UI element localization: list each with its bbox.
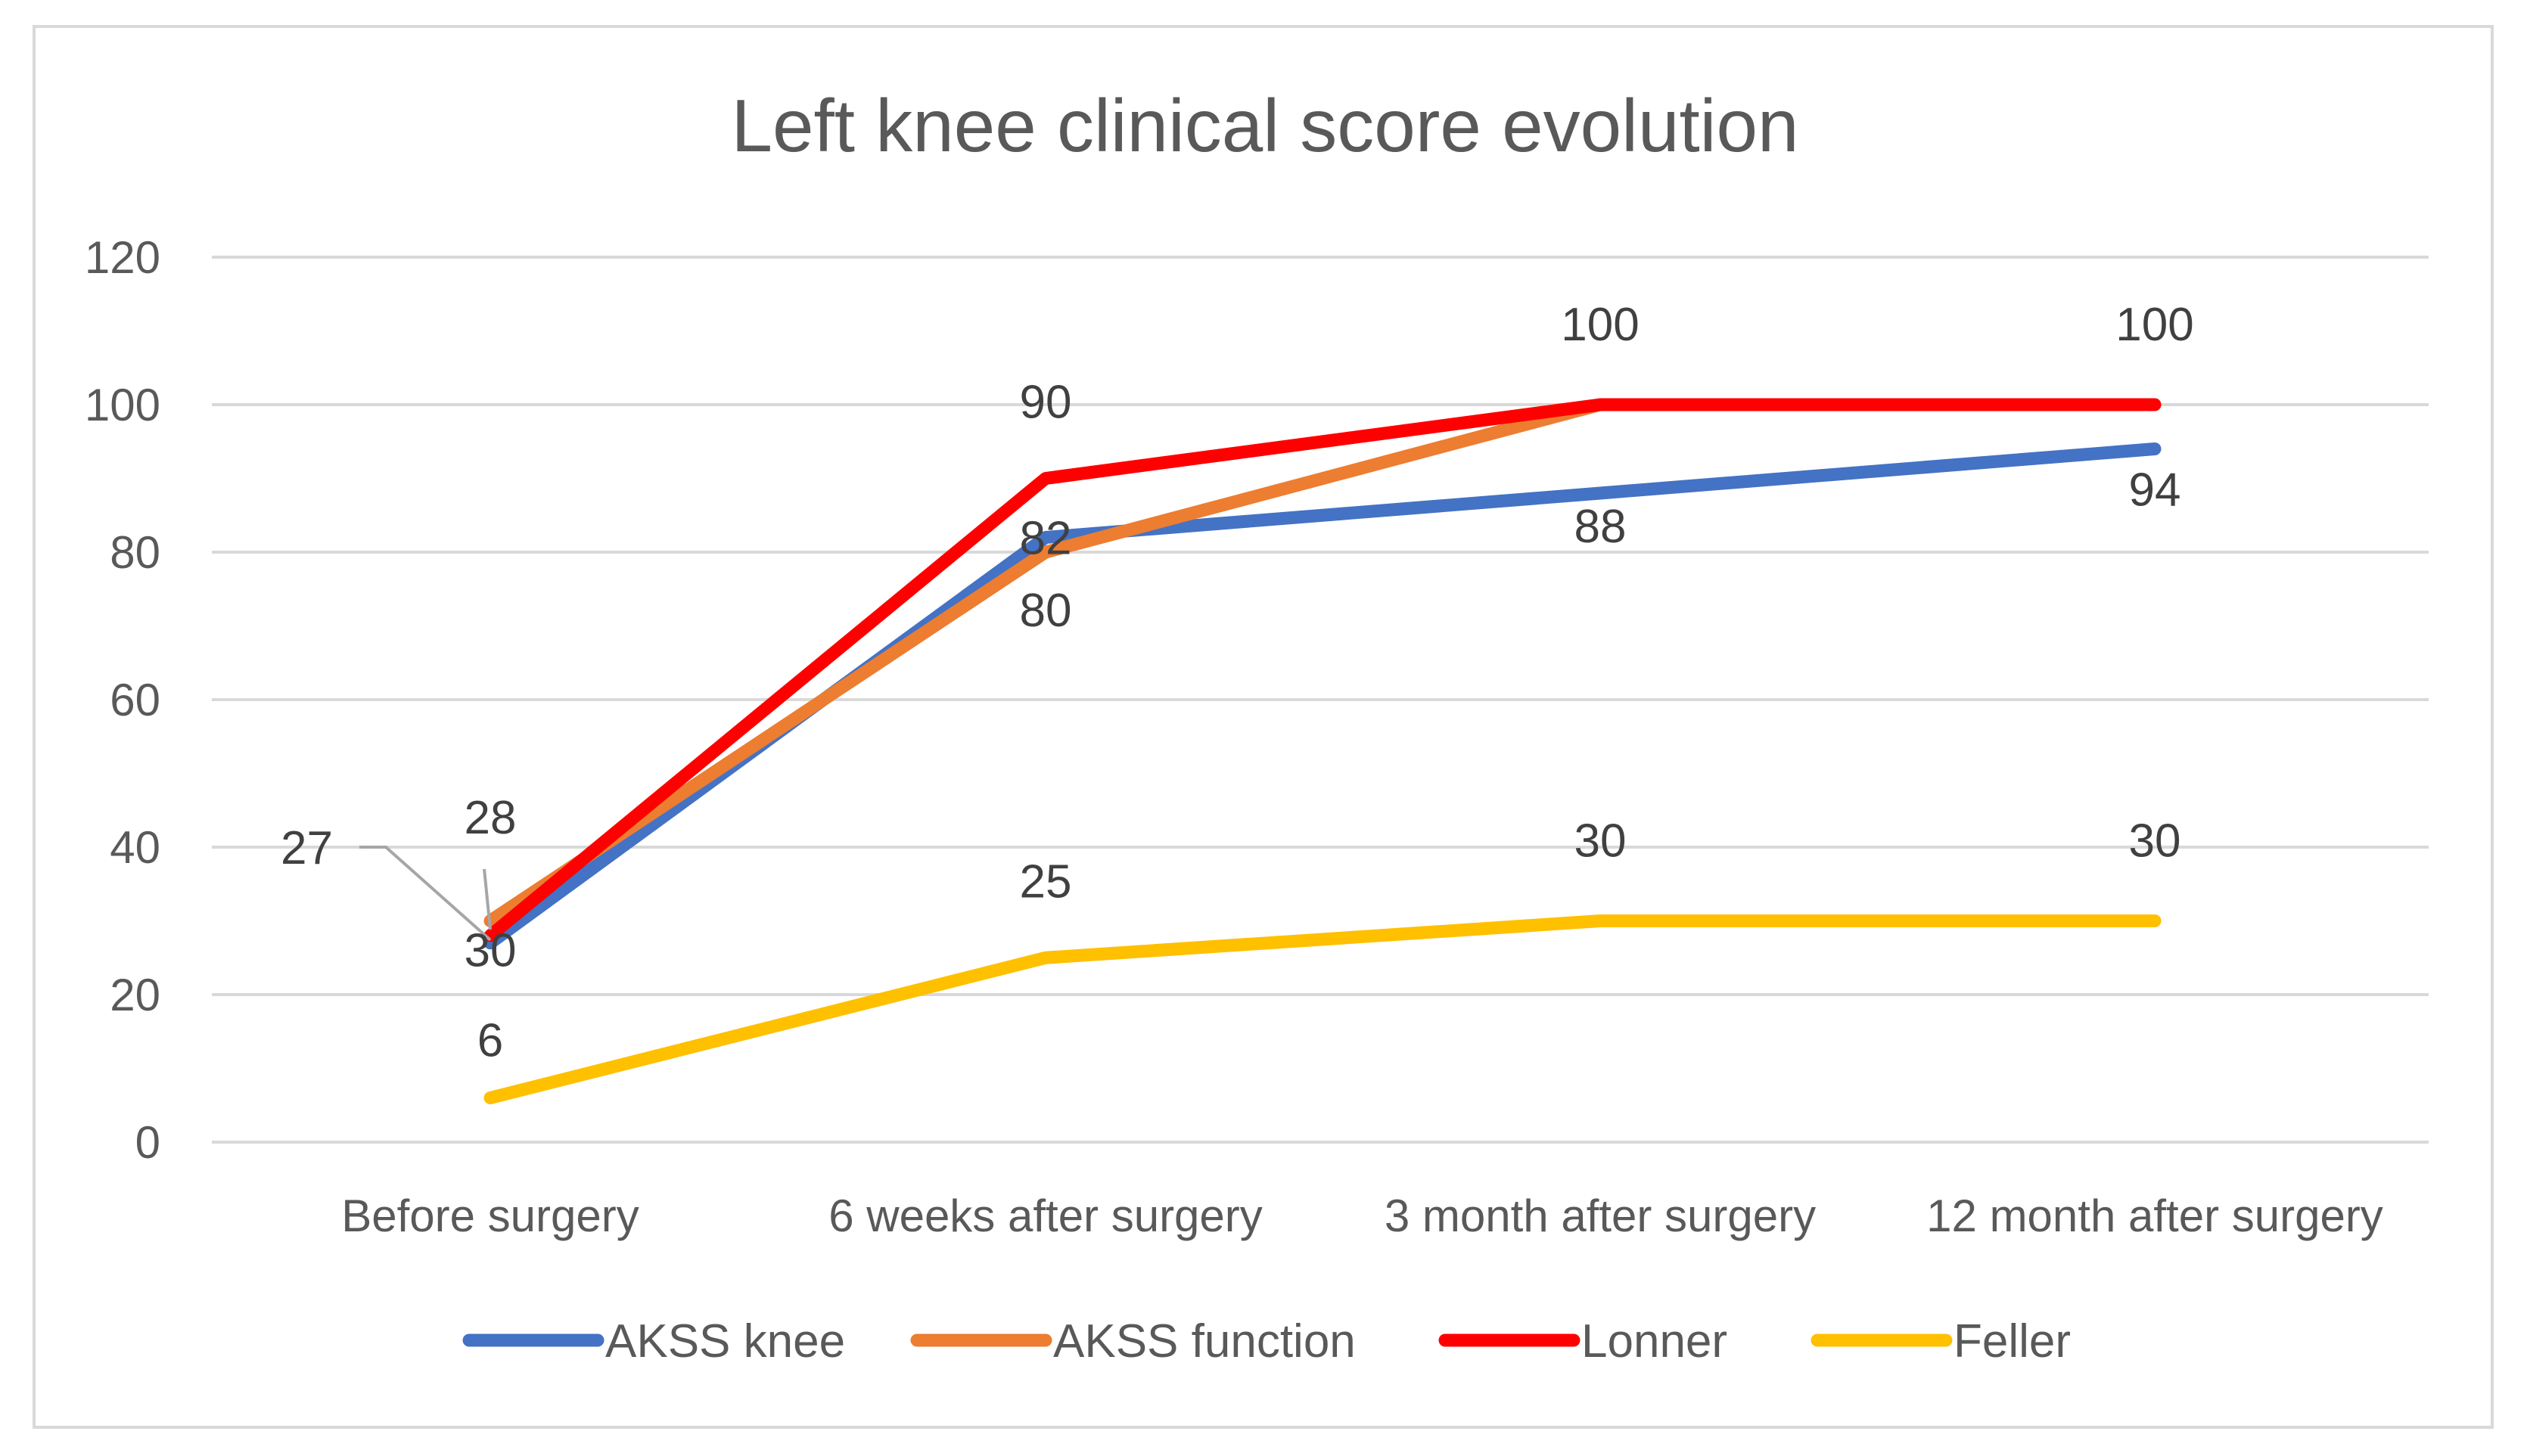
legend-label: AKSS function bbox=[1053, 1315, 1356, 1368]
legend-label: Feller bbox=[1954, 1315, 2071, 1368]
data-label: 100 bbox=[1561, 299, 1639, 351]
y-tick-label: 0 bbox=[135, 1117, 160, 1168]
y-tick-label: 40 bbox=[110, 822, 160, 873]
legend: AKSS knee AKSS function Lonner Feller bbox=[462, 1315, 2071, 1368]
gridlines bbox=[212, 256, 2429, 1144]
label-leader-line bbox=[483, 868, 492, 930]
data-label: 30 bbox=[1574, 815, 1627, 868]
series-line-akss-function bbox=[483, 398, 2162, 927]
x-tick-label: 12 month after surgery bbox=[1926, 1191, 2383, 1241]
series-line-feller bbox=[483, 914, 2162, 1104]
y-tick-label: 60 bbox=[110, 675, 160, 725]
data-label: 27 bbox=[281, 822, 333, 874]
data-label: 28 bbox=[465, 792, 517, 844]
label-leader-lines bbox=[359, 846, 492, 942]
data-label: 30 bbox=[2129, 815, 2181, 868]
series-line-akss-knee bbox=[483, 442, 2162, 950]
y-tick-label: 120 bbox=[85, 232, 160, 283]
data-label: 30 bbox=[465, 925, 517, 977]
data-label: 90 bbox=[1020, 377, 1072, 429]
x-tick-label: Before surgery bbox=[341, 1191, 639, 1241]
series-line-lonner bbox=[483, 398, 2162, 942]
chart-title: Left knee clinical score evolution bbox=[732, 84, 1799, 167]
y-axis-ticks: 0 20 40 60 80 100 120 bbox=[85, 232, 160, 1168]
y-tick-label: 80 bbox=[110, 527, 160, 578]
series-lines bbox=[483, 398, 2162, 1104]
y-tick-label: 20 bbox=[110, 970, 160, 1020]
data-labels: 27 82 88 94 30 80 28 90 100 100 6 25 30 30 bbox=[281, 299, 2194, 1067]
y-tick-label: 100 bbox=[85, 380, 160, 430]
label-leader-line bbox=[359, 846, 492, 942]
data-label: 25 bbox=[1020, 855, 1072, 908]
legend-label: Lonner bbox=[1581, 1315, 1727, 1368]
data-label: 100 bbox=[2115, 299, 2193, 351]
data-label: 80 bbox=[1020, 585, 1072, 637]
x-tick-label: 3 month after surgery bbox=[1385, 1191, 1816, 1241]
data-label: 6 bbox=[477, 1015, 503, 1067]
x-tick-label: 6 weeks after surgery bbox=[828, 1191, 1263, 1241]
data-label: 94 bbox=[2129, 464, 2181, 517]
chart-frame bbox=[33, 25, 2494, 1429]
data-label: 82 bbox=[1020, 513, 1072, 565]
legend-label: AKSS knee bbox=[605, 1315, 845, 1368]
x-axis-ticks: Before surgery 6 weeks after surgery 3 mon… bbox=[341, 1191, 2383, 1241]
data-label: 88 bbox=[1574, 501, 1627, 553]
